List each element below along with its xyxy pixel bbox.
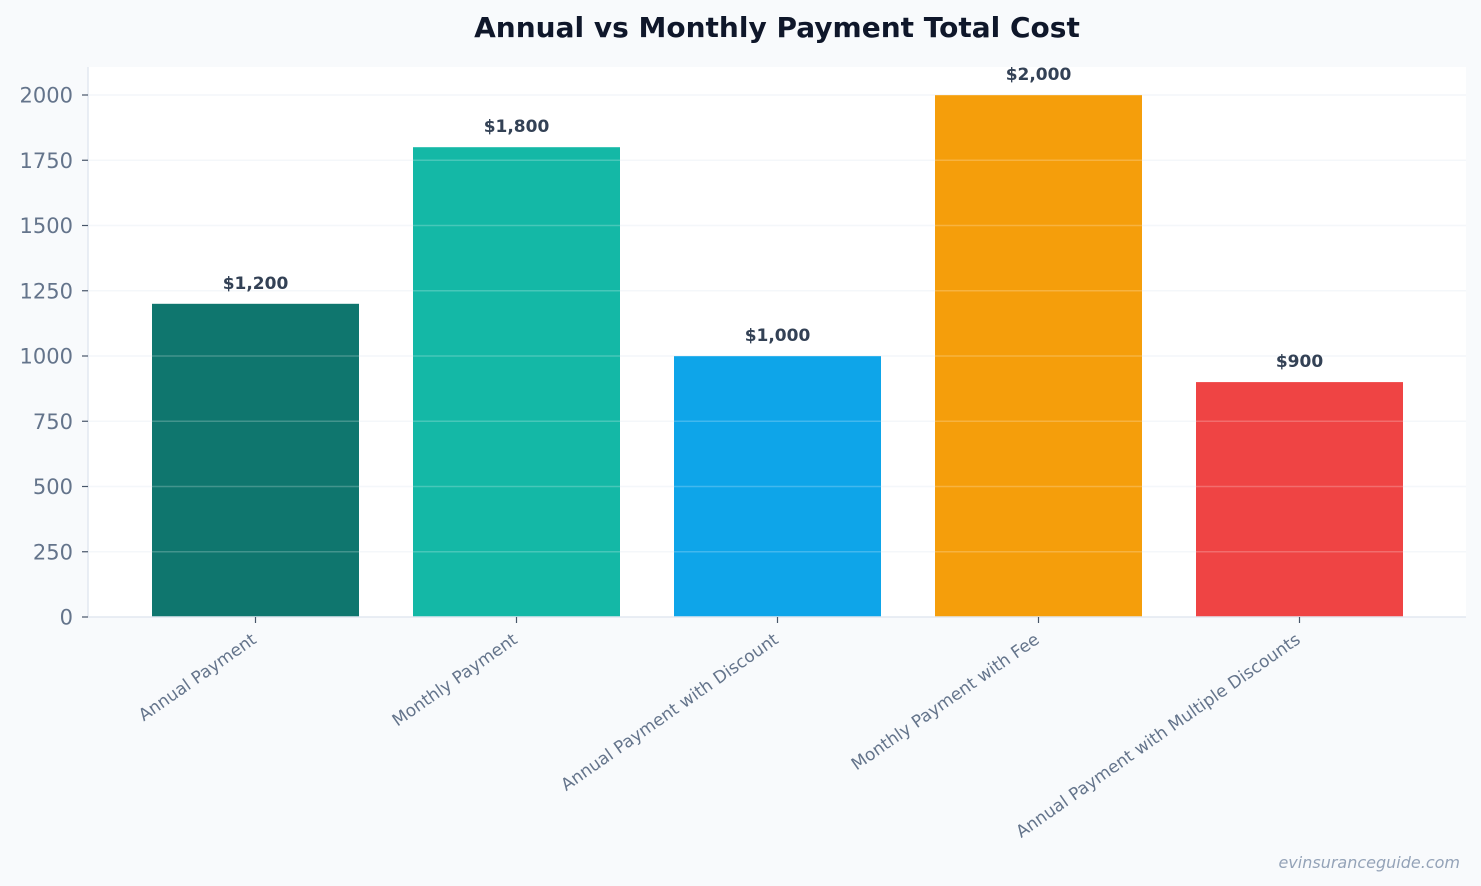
data-label: $1,800	[484, 117, 550, 137]
y-tick-label: 1750	[20, 149, 73, 173]
x-tick-label: Annual Payment with Multiple Discounts	[1013, 630, 1305, 843]
data-labels: $1,200 $1,800 $1,000 $2,000 $900	[223, 65, 1324, 372]
bar	[1196, 382, 1403, 617]
y-tick-label: 2000	[20, 84, 73, 108]
data-label: $2,000	[1006, 65, 1072, 85]
bar	[152, 303, 359, 617]
y-tick-label: 1500	[20, 214, 73, 238]
y-tick-label: 750	[33, 410, 73, 434]
bar	[413, 147, 620, 617]
y-tick-label: 500	[33, 475, 73, 499]
data-label: $900	[1276, 352, 1323, 372]
y-tick-label: 1250	[20, 279, 73, 303]
bar	[935, 95, 1142, 617]
chart-title: Annual vs Monthly Payment Total Cost	[474, 11, 1080, 44]
data-label: $1,200	[223, 274, 289, 294]
bar	[674, 356, 881, 617]
bars	[152, 95, 1403, 617]
y-tick-label: 1000	[20, 345, 73, 369]
grid-overlay	[88, 94, 1466, 553]
y-tick-label: 0	[60, 606, 73, 630]
y-tick-label: 250	[33, 540, 73, 564]
x-tick-label: Monthly Payment with Fee	[848, 630, 1043, 775]
x-tick-label: Annual Payment	[135, 630, 261, 726]
x-tick-label: Annual Payment with Discount	[558, 630, 783, 796]
watermark: evinsuranceguide.com	[1278, 853, 1460, 872]
data-label: $1,000	[745, 326, 811, 346]
x-tick-label: Monthly Payment	[389, 630, 522, 731]
